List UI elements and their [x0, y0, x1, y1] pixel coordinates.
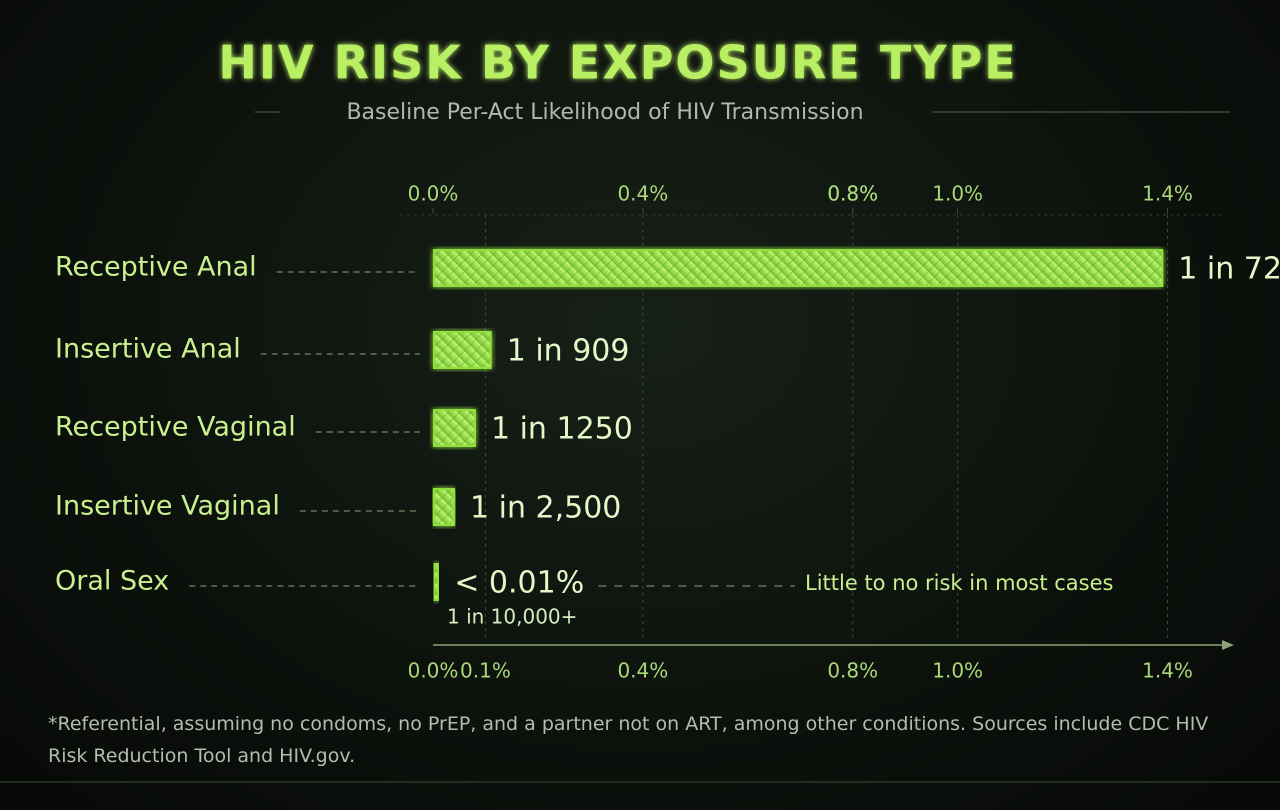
category-label: Receptive Vaginal	[55, 412, 296, 443]
category-label: Receptive Anal	[55, 252, 257, 283]
x-tick-label: 0.8%	[827, 659, 878, 683]
x-tick-label: 1.4%	[1142, 182, 1193, 206]
category-label: Insertive Vaginal	[55, 491, 280, 522]
x-tick-label: 0.0%	[408, 182, 459, 206]
x-tick-label: 1.0%	[932, 659, 983, 683]
value-label: 1 in 72	[1178, 252, 1280, 287]
x-tick-label: 0.8%	[827, 182, 878, 206]
footnote: *Referential, assuming no condoms, no Pr…	[48, 713, 1209, 767]
bar	[433, 249, 1164, 287]
value-label: 1 in 1250	[491, 412, 633, 447]
bar	[433, 488, 455, 526]
annotation: 1 in 10,000+	[447, 605, 577, 629]
value-label: 1 in 909	[507, 334, 630, 369]
x-tick-label: 0.1%	[460, 659, 511, 683]
x-tick-label: 1.0%	[932, 182, 983, 206]
category-label: Insertive Anal	[55, 334, 241, 365]
x-tick-label: 0.0%	[408, 659, 459, 683]
value-label: < 0.01%	[454, 566, 584, 601]
bar	[433, 563, 440, 601]
bar	[433, 331, 492, 369]
x-tick-label: 0.4%	[617, 659, 668, 683]
subtitle: Baseline Per-Act Likelihood of HIV Trans…	[346, 100, 863, 125]
x-tick-label: 1.4%	[1142, 659, 1193, 683]
category-label: Oral Sex	[55, 566, 169, 597]
chart-title: HIV RISK BY EXPOSURE TYPE	[218, 36, 1017, 90]
value-label: 1 in 2,500	[470, 491, 621, 526]
x-tick-label: 0.4%	[617, 182, 668, 206]
annotation: Little to no risk in most cases	[805, 571, 1113, 595]
bar	[433, 409, 476, 447]
axis-arrow	[1222, 640, 1234, 650]
x-tick-label: 0.8%	[827, 182, 878, 206]
